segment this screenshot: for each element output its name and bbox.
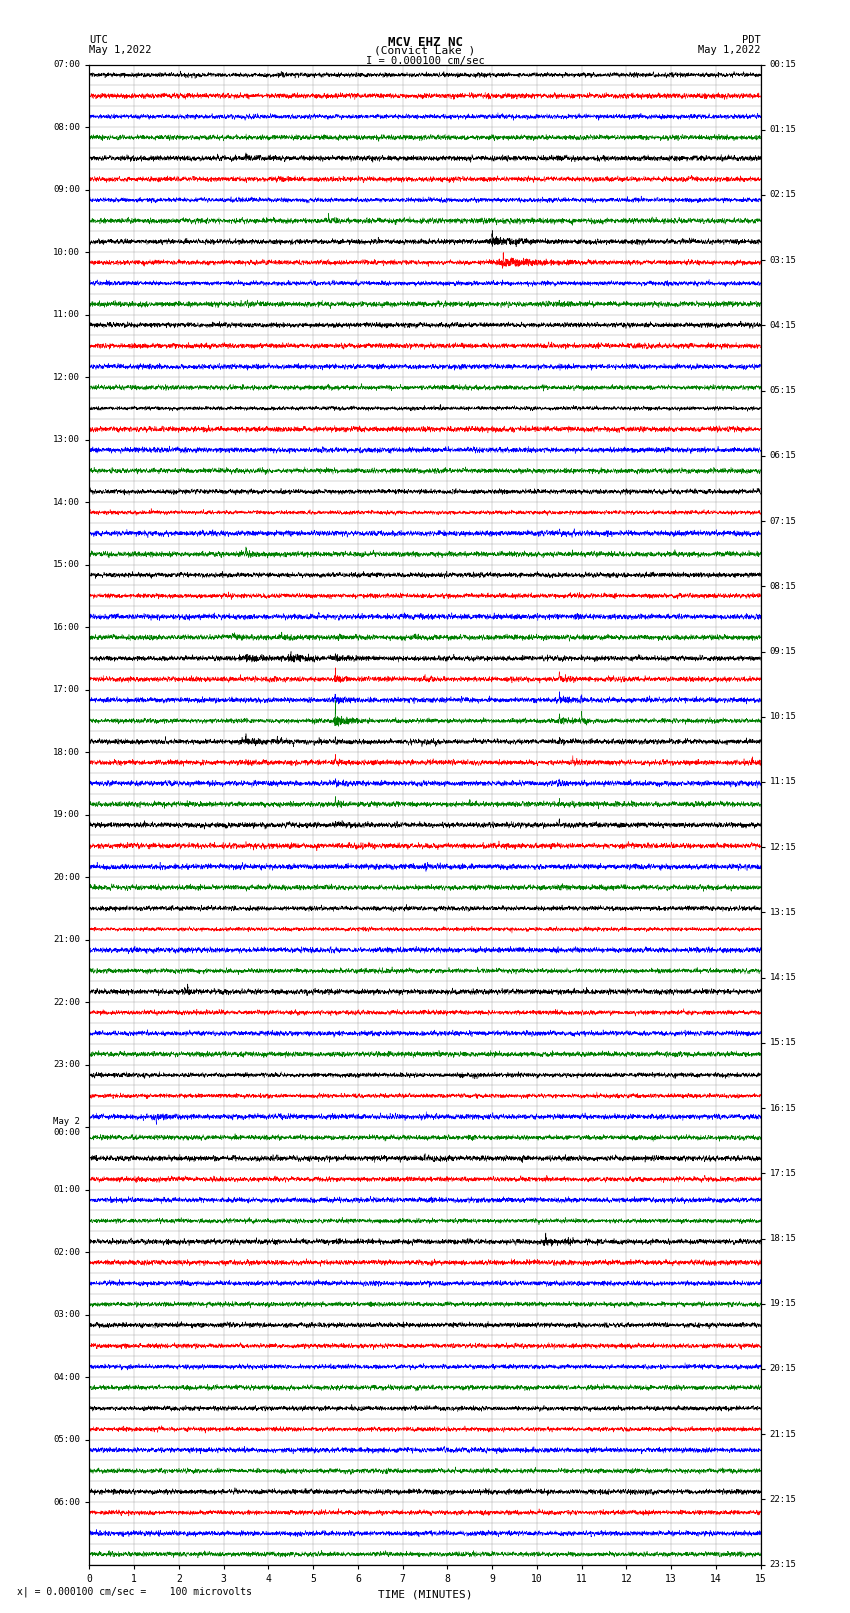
Text: x| = 0.000100 cm/sec =    100 microvolts: x| = 0.000100 cm/sec = 100 microvolts: [17, 1586, 252, 1597]
Text: I = 0.000100 cm/sec: I = 0.000100 cm/sec: [366, 56, 484, 66]
Text: May 1,2022: May 1,2022: [698, 45, 761, 55]
X-axis label: TIME (MINUTES): TIME (MINUTES): [377, 1589, 473, 1598]
Text: MCV EHZ NC: MCV EHZ NC: [388, 37, 462, 50]
Text: PDT: PDT: [742, 35, 761, 45]
Text: May 1,2022: May 1,2022: [89, 45, 152, 55]
Text: (Convict Lake ): (Convict Lake ): [374, 45, 476, 56]
Text: UTC: UTC: [89, 35, 108, 45]
